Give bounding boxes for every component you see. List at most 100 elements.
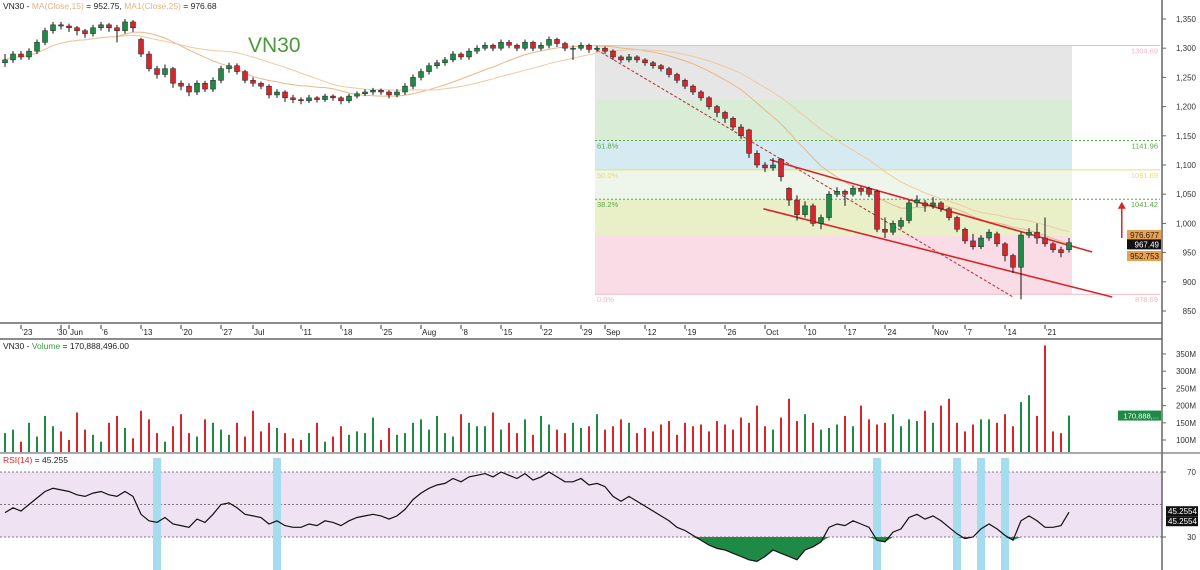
candle-body <box>114 27 120 31</box>
volume-bar <box>884 422 886 452</box>
candle-body <box>714 106 720 113</box>
volume-tick-label: 150M <box>1176 419 1196 428</box>
fib-level-value: 1041.42 <box>1131 200 1158 209</box>
candle-body <box>234 65 240 72</box>
candle-body <box>578 45 584 49</box>
volume-bar <box>348 434 350 452</box>
candle-body <box>986 231 992 239</box>
candle-body <box>682 80 688 87</box>
candle-body <box>474 47 480 52</box>
candle-body <box>18 53 24 58</box>
date-tick-label: '22 <box>542 328 553 337</box>
rsi-highlight-bar <box>977 458 985 570</box>
price-tag <box>1127 250 1161 261</box>
legend-ma2: MA1(Close,25) <box>124 1 181 11</box>
date-tick-label: '15 <box>502 328 513 337</box>
volume-bar <box>764 426 766 452</box>
volume-bar <box>308 433 310 452</box>
fib-level-value: 1091.69 <box>1131 171 1158 180</box>
candle-body <box>2 59 8 64</box>
volume-bar <box>44 415 46 452</box>
candle-body <box>706 97 712 107</box>
fib-level-pct: 50.0% <box>597 171 619 180</box>
price-legend: VN30 - MA(Close,15) = 952.75, MA1(Close,… <box>3 1 217 11</box>
candle-body <box>1002 243 1008 256</box>
volume-bar <box>404 433 406 452</box>
price-tick-label: 1,300 <box>1176 44 1197 53</box>
volume-bar <box>636 433 638 452</box>
volume-bar <box>948 398 950 452</box>
volume-bar <box>412 422 414 452</box>
fibonacci-retracement[interactable]: 1304.69 61.8% 1141.96 50.0% 1091.69 38.2% 1041… <box>595 44 1160 304</box>
volume-bar <box>460 414 462 452</box>
candle-body <box>1042 237 1048 245</box>
candle-body <box>218 68 224 81</box>
candle-body <box>186 85 192 93</box>
candle-body <box>378 89 384 93</box>
volume-bar <box>372 417 374 452</box>
candle-body <box>954 217 960 230</box>
candle-body <box>690 85 696 93</box>
price-tag-value: 967.49 <box>1135 240 1160 249</box>
volume-bar <box>852 426 854 452</box>
date-tick-label: '24 <box>886 328 897 337</box>
volume-tick-label: 350M <box>1176 350 1196 359</box>
value-axes[interactable]: 1,350 1,300 1,250 1,200 1,150 1,100 1,050 1,000… <box>1118 0 1198 570</box>
volume-bar <box>444 433 446 452</box>
fib-band <box>595 99 1072 141</box>
price-tick-label: 1,250 <box>1176 73 1197 82</box>
volume-bar <box>828 427 830 452</box>
volume-bar <box>772 429 774 452</box>
candle-body <box>282 91 288 99</box>
candle-body <box>418 71 424 78</box>
volume-tick-label: 300M <box>1176 367 1196 376</box>
candle-body <box>610 50 616 58</box>
volume-bar <box>492 412 494 452</box>
volume-bar <box>228 434 230 452</box>
candle-body <box>770 164 776 169</box>
volume-bar <box>508 422 510 452</box>
date-tick-label: Jul <box>254 328 264 337</box>
volume-bar <box>116 415 118 452</box>
candle-body <box>250 80 256 84</box>
candle-body <box>106 24 112 29</box>
price-tick-label: 1,050 <box>1176 190 1197 199</box>
volume-bar <box>660 424 662 452</box>
candle-body <box>666 68 672 75</box>
volume-panel[interactable]: VN30 - Volume = 170,888,496.00 <box>0 341 1200 454</box>
candle-body <box>634 56 640 61</box>
candle-body <box>450 53 456 61</box>
volume-bar <box>980 419 982 452</box>
candle-body <box>674 74 680 81</box>
candle-body <box>434 62 440 66</box>
date-tick-label: '6 <box>102 328 109 337</box>
volume-bar <box>300 440 302 452</box>
price-panel[interactable]: 1304.69 61.8% 1141.96 50.0% 1091.69 38.2% 1041… <box>2 1 1161 304</box>
volume-bar <box>84 429 86 452</box>
candle-body <box>74 27 80 31</box>
candle-body <box>538 45 544 49</box>
volume-bar <box>916 421 918 452</box>
volume-bar <box>964 431 966 452</box>
rsi-panel[interactable]: RSI(14) = 45.255 <box>0 455 1162 570</box>
candle-body <box>10 53 16 61</box>
rsi-line-path <box>4 471 1070 563</box>
candle-body <box>1018 234 1024 268</box>
candlesticks <box>2 19 1072 300</box>
candle-body <box>138 39 144 55</box>
volume-bar <box>1060 433 1062 452</box>
candle-body <box>946 208 952 218</box>
date-axis: '23 '30 Jun '6 '13 '20 '27 Jul '11 '18 '25 Aug '8 '15… <box>0 322 1162 340</box>
candle-body <box>754 153 760 166</box>
candle-body <box>898 220 904 227</box>
volume-bar <box>180 414 182 452</box>
volume-bar <box>1052 431 1054 452</box>
volume-bar <box>868 419 870 452</box>
volume-bar <box>956 422 958 452</box>
candle-body <box>442 59 448 64</box>
fib-level-value: 1304.69 <box>1131 46 1158 55</box>
candle-body <box>994 233 1000 245</box>
volume-tag-value: 170,888,... <box>1124 412 1159 421</box>
volume-bar <box>76 412 78 452</box>
